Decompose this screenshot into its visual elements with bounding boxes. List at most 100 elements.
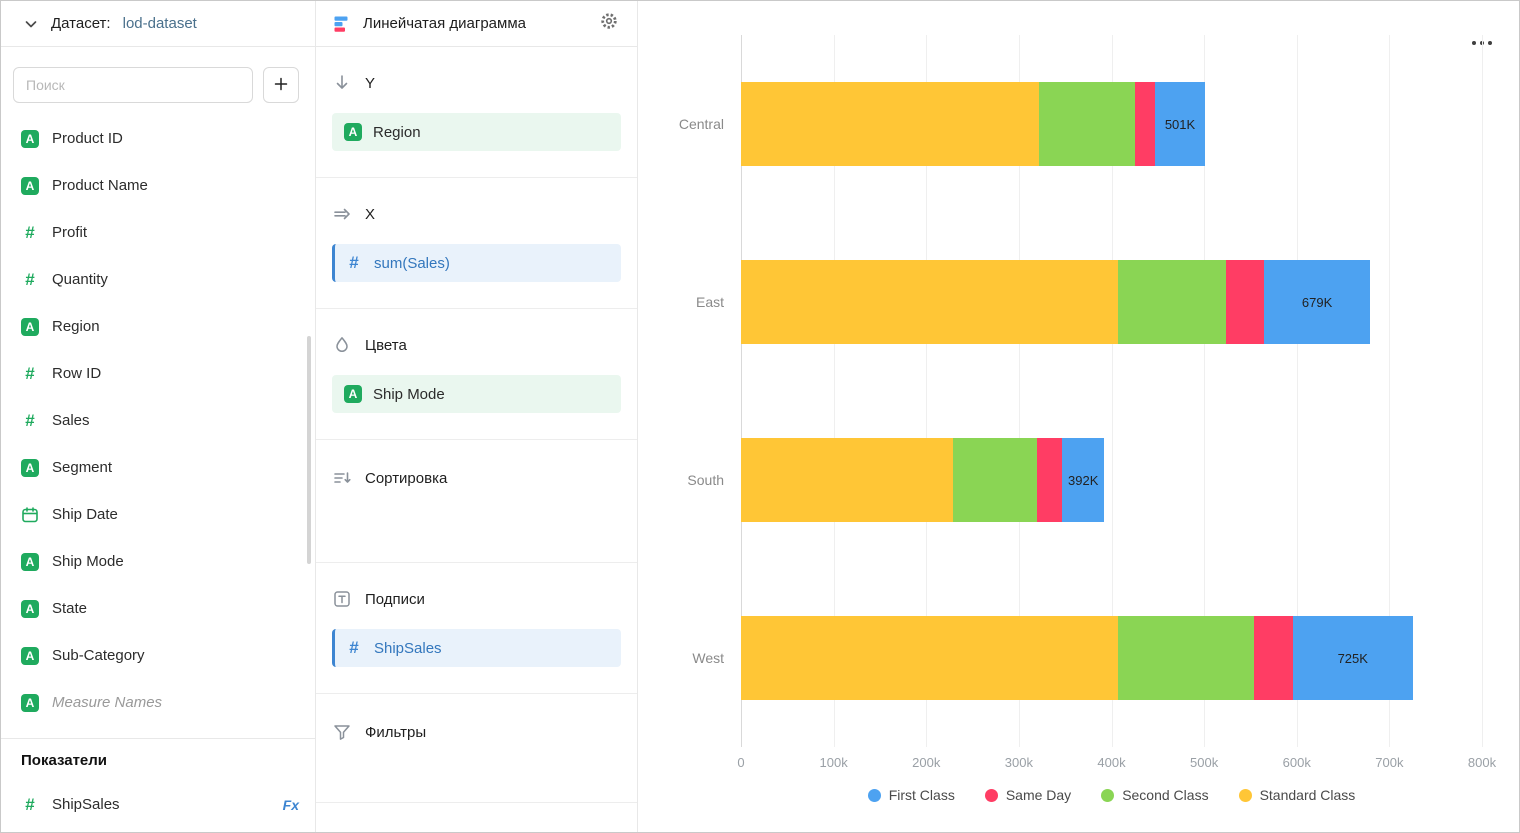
bar-segment-first-class[interactable]: 392K (1062, 438, 1105, 522)
section-labels: Подписи ShipSales (316, 563, 637, 694)
field-item-measure-names[interactable]: Measure Names (1, 679, 315, 726)
formula-icon[interactable]: Fx (282, 796, 299, 813)
gear-icon (599, 11, 619, 36)
field-item-row-id[interactable]: Row ID (1, 350, 315, 397)
legend-label: Second Class (1122, 787, 1209, 803)
string-field-icon (21, 693, 39, 712)
dataset-name-link[interactable]: lod-dataset (122, 15, 197, 32)
number-field-icon (345, 253, 363, 273)
paint-drop-icon (332, 335, 352, 355)
bar-segment-standard-class[interactable] (741, 260, 1118, 344)
field-item-sales[interactable]: Sales (1, 397, 315, 444)
field-item-sub-category[interactable]: Sub-Category (1, 632, 315, 679)
dataset-label: Датасет: (51, 15, 111, 32)
string-field-icon (21, 317, 39, 336)
field-search-row (1, 47, 315, 115)
bar-segment-second-class[interactable] (1117, 616, 1255, 700)
search-input[interactable] (13, 67, 253, 103)
chevron-down-icon[interactable] (23, 16, 39, 32)
bar-segment-standard-class[interactable] (741, 82, 1040, 166)
category-label: South (687, 472, 724, 488)
string-field-icon (21, 599, 39, 618)
section-x-axis: X sum(Sales) (316, 178, 637, 309)
bar-segment-first-class[interactable]: 501K (1155, 82, 1206, 166)
legend-label: First Class (888, 787, 955, 803)
x-tick-label: 600k (1282, 755, 1311, 770)
string-field-icon (21, 646, 39, 665)
legend-item-first-class[interactable]: First Class (867, 787, 955, 803)
bar-segment-second-class[interactable] (953, 438, 1038, 522)
bar-track: 679K (741, 260, 1482, 344)
measure-item-shipsales[interactable]: ShipSales Fx (1, 781, 315, 828)
field-item-segment[interactable]: Segment (1, 444, 315, 491)
gridline (1482, 35, 1483, 747)
field-item-region[interactable]: Region (1, 303, 315, 350)
bar-value-label: 392K (1068, 472, 1099, 488)
bar-row-south: South 392K (638, 391, 1482, 569)
string-field-icon (344, 385, 362, 403)
string-field-icon (21, 176, 39, 195)
scrollbar-thumb[interactable] (307, 336, 311, 564)
bar-segment-same-day[interactable] (1226, 260, 1265, 344)
bar-segment-standard-class[interactable] (741, 616, 1118, 700)
bar-segment-same-day[interactable] (1037, 438, 1063, 522)
bar-segment-first-class[interactable]: 725K (1293, 616, 1413, 700)
section-label: Сортировка (365, 469, 448, 487)
section-colors: Цвета Ship Mode (316, 309, 637, 440)
field-label: Measure Names (52, 694, 163, 711)
bar-chart-type-icon (332, 14, 352, 34)
grid-layer (741, 35, 1483, 747)
bar-track: 392K (741, 438, 1482, 522)
legend-label: Standard Class (1259, 787, 1356, 803)
legend-item-standard-class[interactable]: Standard Class (1238, 787, 1356, 803)
bar-segment-standard-class[interactable] (741, 438, 954, 522)
bar-segment-second-class[interactable] (1117, 260, 1227, 344)
chart-menu-button[interactable] (1467, 29, 1497, 55)
field-item-product-id[interactable]: Product ID (1, 115, 315, 162)
bar-value-label: 501K (1164, 116, 1196, 132)
date-field-icon (21, 506, 39, 524)
chip-shipsales[interactable]: ShipSales (332, 629, 621, 667)
x-tick-label: 200k (912, 755, 941, 770)
legend-dot (867, 788, 881, 802)
bar-segment-same-day[interactable] (1254, 616, 1294, 700)
category-label: East (695, 294, 724, 310)
field-label: Product Name (52, 177, 148, 194)
string-field-icon (21, 129, 39, 148)
plus-icon (273, 76, 289, 95)
divider (1, 738, 315, 739)
bar-row-east: East 679K (638, 213, 1482, 391)
field-item-profit[interactable]: Profit (1, 209, 315, 256)
settings-button[interactable] (599, 11, 619, 36)
number-field-icon (21, 364, 39, 384)
field-item-ship-mode[interactable]: Ship Mode (1, 538, 315, 585)
measures-section-title: Показатели (21, 751, 108, 769)
text-label-icon (332, 589, 352, 609)
gridline (1389, 35, 1391, 747)
chip-sum-sales[interactable]: sum(Sales) (332, 244, 621, 282)
legend-dot (984, 788, 998, 802)
field-item-state[interactable]: State (1, 585, 315, 632)
bar-segment-first-class[interactable]: 679K (1264, 260, 1370, 344)
legend-item-same-day[interactable]: Same Day (984, 787, 1071, 803)
gridline (1111, 35, 1113, 747)
string-field-icon (344, 123, 362, 141)
chart-legend: First Class Same Day Second Class Standard … (741, 787, 1482, 803)
field-item-quantity[interactable]: Quantity (1, 256, 315, 303)
filter-funnel-icon (332, 722, 352, 742)
add-field-button[interactable] (263, 67, 299, 103)
chart-config-header: Линейчатая диаграмма (316, 1, 637, 47)
field-label: Sub-Category (52, 647, 145, 664)
dataset-header: Датасет: lod-dataset (1, 1, 315, 47)
field-item-ship-date[interactable]: Ship Date (1, 491, 315, 538)
legend-item-second-class[interactable]: Second Class (1101, 787, 1209, 803)
chip-ship-mode[interactable]: Ship Mode (332, 375, 621, 413)
chip-region[interactable]: Region (332, 113, 621, 151)
bar-segment-second-class[interactable] (1039, 82, 1135, 166)
bar-segment-same-day[interactable] (1134, 82, 1156, 166)
x-tick-label: 500k (1190, 755, 1219, 770)
field-item-product-name[interactable]: Product Name (1, 162, 315, 209)
chart-panel: Central 501K East 679K South 392K West 725K 0 10… (638, 1, 1519, 832)
legend-dot (1238, 788, 1252, 802)
